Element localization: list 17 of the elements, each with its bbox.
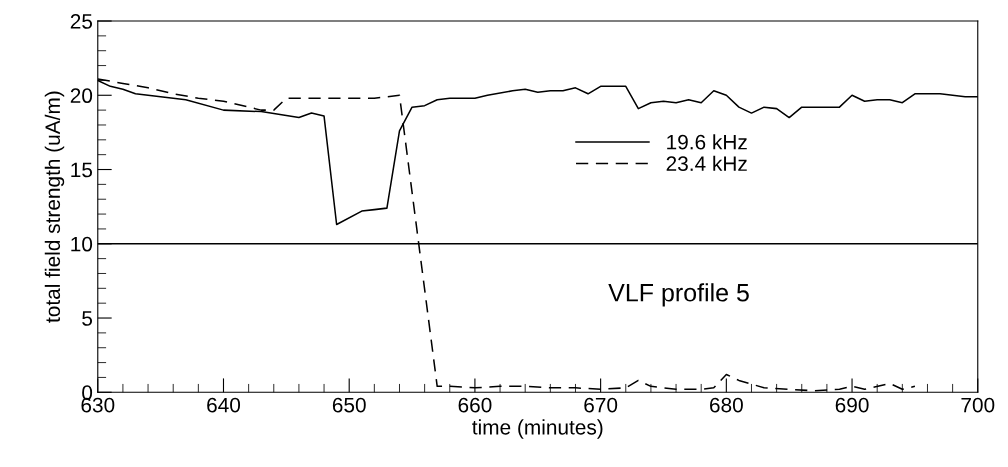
- x-tick-label: 640: [207, 397, 241, 413]
- x-axis-title: time (minutes): [472, 419, 603, 439]
- y-tick-label: 20: [70, 88, 93, 104]
- x-tick-label: 670: [584, 397, 618, 413]
- x-tick-label: 700: [961, 397, 995, 413]
- legend-label: 23.4 kHz: [666, 155, 747, 172]
- y-tick-label: 15: [71, 162, 93, 178]
- annotation: VLF profile 5: [608, 283, 749, 307]
- y-tick-label: 5: [82, 311, 93, 326]
- x-tick-label: 690: [835, 397, 869, 413]
- y-tick-label: 10: [71, 236, 93, 252]
- x-tick-label: 680: [710, 397, 743, 413]
- x-tick-label: 650: [332, 397, 366, 413]
- y-axis-title: total field strength (uA/m): [44, 91, 65, 323]
- legend-label: 19.6 kHz: [667, 134, 747, 150]
- y-tick-label: 25: [70, 14, 93, 29]
- x-tick-label: 660: [458, 397, 492, 413]
